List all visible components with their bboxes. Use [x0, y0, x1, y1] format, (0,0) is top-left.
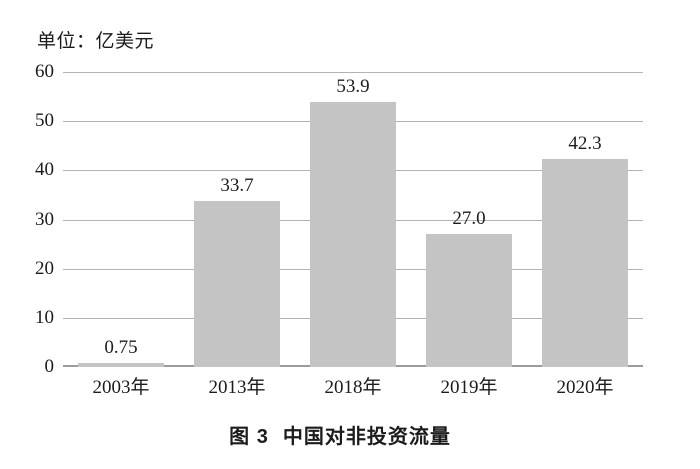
unit-label: 单位：亿美元	[37, 31, 155, 52]
y-tick-label-40: 40	[35, 159, 54, 180]
value-label-2003年: 0.75	[104, 337, 138, 359]
figure-caption: 图 3 中国对非投资流量	[229, 420, 451, 449]
x-tick-label-2020年: 2020年	[556, 377, 614, 398]
value-label-2018年: 53.9	[336, 76, 370, 97]
figure-number: 图 3	[229, 426, 269, 448]
y-tick-label-0: 0	[44, 356, 55, 377]
value-label-2013年: 33.7	[220, 175, 254, 197]
y-tick-label-50: 50	[35, 110, 54, 131]
x-tick-label-2003年: 2003年	[92, 377, 150, 398]
gridline-60	[63, 72, 643, 73]
y-tick-label-20: 20	[35, 258, 54, 279]
y-axis: 0 10 20 30 40 50 60	[0, 61, 54, 377]
figure-title: 中国对非投资流量	[282, 426, 451, 448]
bar-2003年	[78, 363, 164, 367]
bar-2018年	[310, 102, 396, 367]
value-label-2019年: 27.0	[452, 208, 486, 230]
y-tick-label-60: 60	[35, 61, 54, 82]
y-tick-label-10: 10	[35, 307, 54, 328]
y-tick-label-30: 30	[35, 209, 54, 230]
bar-2013年	[194, 201, 280, 367]
bar-2020年	[542, 159, 628, 367]
value-label-2020年: 42.3	[568, 133, 602, 154]
x-tick-label-2018年: 2018年	[324, 377, 382, 398]
x-tick-label-2013年: 2013年	[208, 377, 266, 398]
plot-area: 0.75 2003年 33.7 2013年 53.9 2018年 27.0 2019年 42.3…	[63, 72, 643, 398]
x-tick-label-2019年: 2019年	[440, 377, 498, 398]
bar-2019年	[426, 234, 512, 367]
